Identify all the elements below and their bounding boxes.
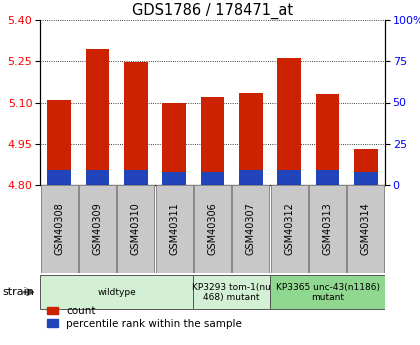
Legend: count, percentile rank within the sample: count, percentile rank within the sample bbox=[43, 302, 246, 333]
Bar bbox=[315, 94, 339, 185]
Text: GSM40313: GSM40313 bbox=[323, 203, 333, 255]
Bar bbox=[232, 185, 269, 273]
Bar bbox=[47, 100, 71, 185]
Bar bbox=[201, 172, 224, 185]
Bar bbox=[271, 185, 307, 273]
Title: GDS1786 / 178471_at: GDS1786 / 178471_at bbox=[132, 2, 293, 19]
Bar bbox=[277, 170, 301, 185]
Bar bbox=[162, 172, 186, 185]
Bar bbox=[270, 275, 385, 309]
Text: GSM40309: GSM40309 bbox=[92, 203, 102, 255]
Bar bbox=[118, 185, 154, 273]
Bar bbox=[124, 170, 148, 185]
Bar bbox=[354, 172, 378, 185]
Bar bbox=[47, 170, 71, 185]
Text: strain: strain bbox=[2, 287, 34, 297]
Text: GSM40311: GSM40311 bbox=[169, 203, 179, 255]
Text: KP3293 tom-1(nu
468) mutant: KP3293 tom-1(nu 468) mutant bbox=[192, 283, 271, 302]
Bar bbox=[277, 58, 301, 185]
Bar bbox=[162, 102, 186, 185]
Text: GSM40307: GSM40307 bbox=[246, 203, 256, 255]
Text: KP3365 unc-43(n1186)
mutant: KP3365 unc-43(n1186) mutant bbox=[276, 283, 380, 302]
Bar bbox=[239, 93, 263, 185]
Bar bbox=[354, 149, 378, 185]
Bar bbox=[86, 49, 109, 185]
Bar bbox=[79, 185, 116, 273]
Bar bbox=[315, 170, 339, 185]
Text: GSM40306: GSM40306 bbox=[207, 203, 218, 255]
Bar bbox=[201, 97, 224, 185]
Bar bbox=[86, 170, 109, 185]
Text: wildtype: wildtype bbox=[97, 288, 136, 297]
Bar bbox=[309, 185, 346, 273]
Text: GSM40314: GSM40314 bbox=[361, 203, 371, 255]
Bar bbox=[156, 185, 192, 273]
Bar bbox=[239, 170, 263, 185]
Bar bbox=[124, 62, 148, 185]
Text: GSM40310: GSM40310 bbox=[131, 203, 141, 255]
Bar bbox=[194, 185, 231, 273]
Bar bbox=[41, 185, 78, 273]
Bar bbox=[193, 275, 270, 309]
Text: GSM40308: GSM40308 bbox=[54, 203, 64, 255]
Bar bbox=[40, 275, 193, 309]
Text: GSM40312: GSM40312 bbox=[284, 203, 294, 255]
Bar bbox=[347, 185, 384, 273]
